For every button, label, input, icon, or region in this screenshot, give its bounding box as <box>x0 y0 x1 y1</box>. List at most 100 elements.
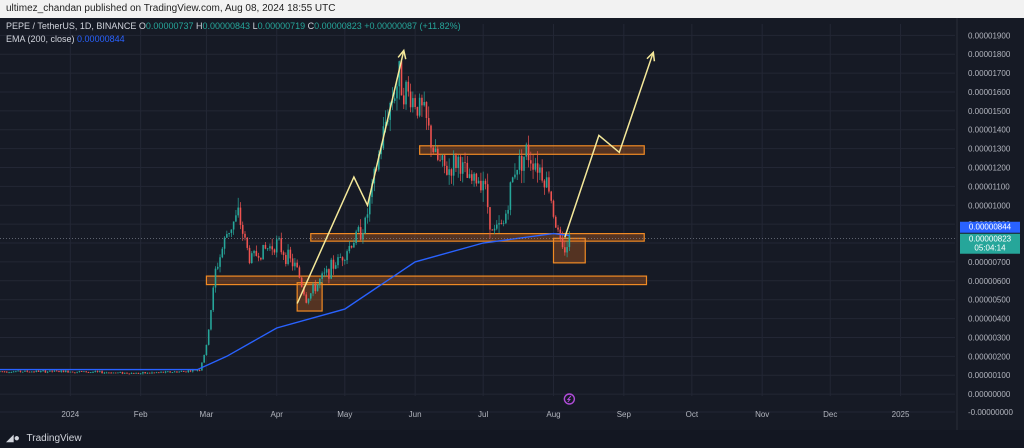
candle-body <box>266 248 269 250</box>
last-price-tag <box>960 233 1020 254</box>
candle-body <box>536 163 539 173</box>
candle-body <box>248 247 251 263</box>
y-tick-label: 0.00001500 <box>968 107 1011 116</box>
candle-body <box>328 269 330 279</box>
candle-body <box>275 239 278 253</box>
y-tick-label: 0.00001300 <box>968 145 1011 154</box>
candle-body <box>439 159 441 161</box>
candle-body <box>523 156 525 171</box>
candle-body <box>298 267 301 278</box>
countdown-text: 05:04:14 <box>974 244 1006 253</box>
candle-body <box>353 243 355 248</box>
candle-body <box>239 207 242 225</box>
projection-arrow <box>564 52 655 238</box>
candle-body <box>334 265 337 269</box>
candle-body <box>76 371 78 373</box>
candle-body <box>482 180 484 191</box>
candle-body <box>371 183 373 198</box>
candle-body <box>330 259 332 279</box>
candle-body <box>294 262 296 267</box>
candle-body <box>19 370 22 372</box>
x-tick-label: Dec <box>823 410 837 419</box>
candle-body <box>192 369 194 372</box>
x-tick-label: Apr <box>271 410 284 419</box>
candle-body <box>232 221 235 230</box>
low-value: 0.00000719 <box>257 21 306 31</box>
candle-body <box>441 155 444 160</box>
candle-body <box>128 373 131 375</box>
candle-body <box>396 86 398 99</box>
high-label: H <box>196 21 203 31</box>
candle-body <box>15 371 17 373</box>
symbol-label: PEPE / TetherUS, 1D, BINANCE <box>6 21 137 31</box>
candle-body <box>187 370 190 373</box>
candle-body <box>230 229 233 233</box>
candle-body <box>123 372 126 374</box>
candle-body <box>78 371 81 373</box>
candle-body <box>148 372 151 374</box>
x-tick-label: Oct <box>686 410 699 419</box>
candle-body <box>421 97 423 106</box>
candle-body <box>498 223 500 225</box>
x-tick-label: 2025 <box>892 410 910 419</box>
candle-body <box>507 209 509 214</box>
candle-body <box>316 284 319 292</box>
x-tick-label: Mar <box>200 410 214 419</box>
candle-body <box>402 95 405 105</box>
candle-body <box>416 106 419 116</box>
candle-body <box>189 370 192 372</box>
candle-body <box>244 233 246 238</box>
ema-label: EMA (200, close) <box>6 34 75 44</box>
candle-body <box>285 254 287 264</box>
candle-body <box>400 61 403 96</box>
candle-body <box>246 237 249 248</box>
candle-body <box>366 214 369 218</box>
candle-body <box>178 371 180 373</box>
candle-body <box>364 217 367 234</box>
x-tick-label: 2024 <box>61 410 79 419</box>
candle-body <box>119 372 122 373</box>
price-chart[interactable]: 0.00001900 0.00001800 0.00001700 0.00001600… <box>0 18 1024 430</box>
y-tick-label: 0.00000000 <box>968 390 1011 399</box>
candle-body <box>89 372 92 373</box>
candle-body <box>423 102 425 106</box>
candle-body <box>264 244 267 249</box>
tradingview-logo-icon[interactable]: ◢● <box>6 433 20 444</box>
candle-body <box>393 98 396 101</box>
zone-box <box>310 233 645 242</box>
candle-body <box>223 237 226 249</box>
y-tick-label: 0.00000500 <box>968 296 1011 305</box>
publish-header: ultimez_chandan published on TradingView… <box>0 0 1024 18</box>
y-tick-label: 0.00000700 <box>968 258 1011 267</box>
candle-body <box>437 148 439 160</box>
candle-body <box>545 177 548 188</box>
candle-body <box>205 344 208 356</box>
candle-body <box>287 249 289 264</box>
candle-body <box>561 238 564 248</box>
candle-body <box>471 174 473 181</box>
x-tick-label: May <box>337 410 352 419</box>
x-tick-label: Sep <box>617 410 632 419</box>
candle-body <box>475 173 478 184</box>
candle-body <box>280 238 283 253</box>
candle-body <box>114 372 117 374</box>
publish-text: ultimez_chandan published on TradingView… <box>6 3 336 14</box>
candle-body <box>164 371 167 373</box>
candle-body <box>321 273 323 279</box>
candle-body <box>346 251 348 261</box>
candle-body <box>303 286 305 295</box>
event-marker-icon[interactable] <box>563 393 576 405</box>
candle-body <box>94 371 97 373</box>
candle-body <box>309 293 312 299</box>
candle-body <box>305 294 308 303</box>
chart-area[interactable]: 0.00001900 0.00001800 0.00001700 0.00001600… <box>0 18 1024 430</box>
candle-body <box>443 155 446 166</box>
ema-price-tag-text: 0.00000844 <box>969 223 1012 232</box>
candle-body <box>155 372 158 374</box>
candle-body <box>505 213 507 224</box>
y-tick-label: 0.00001400 <box>968 126 1011 135</box>
candle-body <box>414 98 416 107</box>
candle-body <box>228 232 230 235</box>
candle-body <box>405 81 407 105</box>
candle-body <box>296 262 298 268</box>
